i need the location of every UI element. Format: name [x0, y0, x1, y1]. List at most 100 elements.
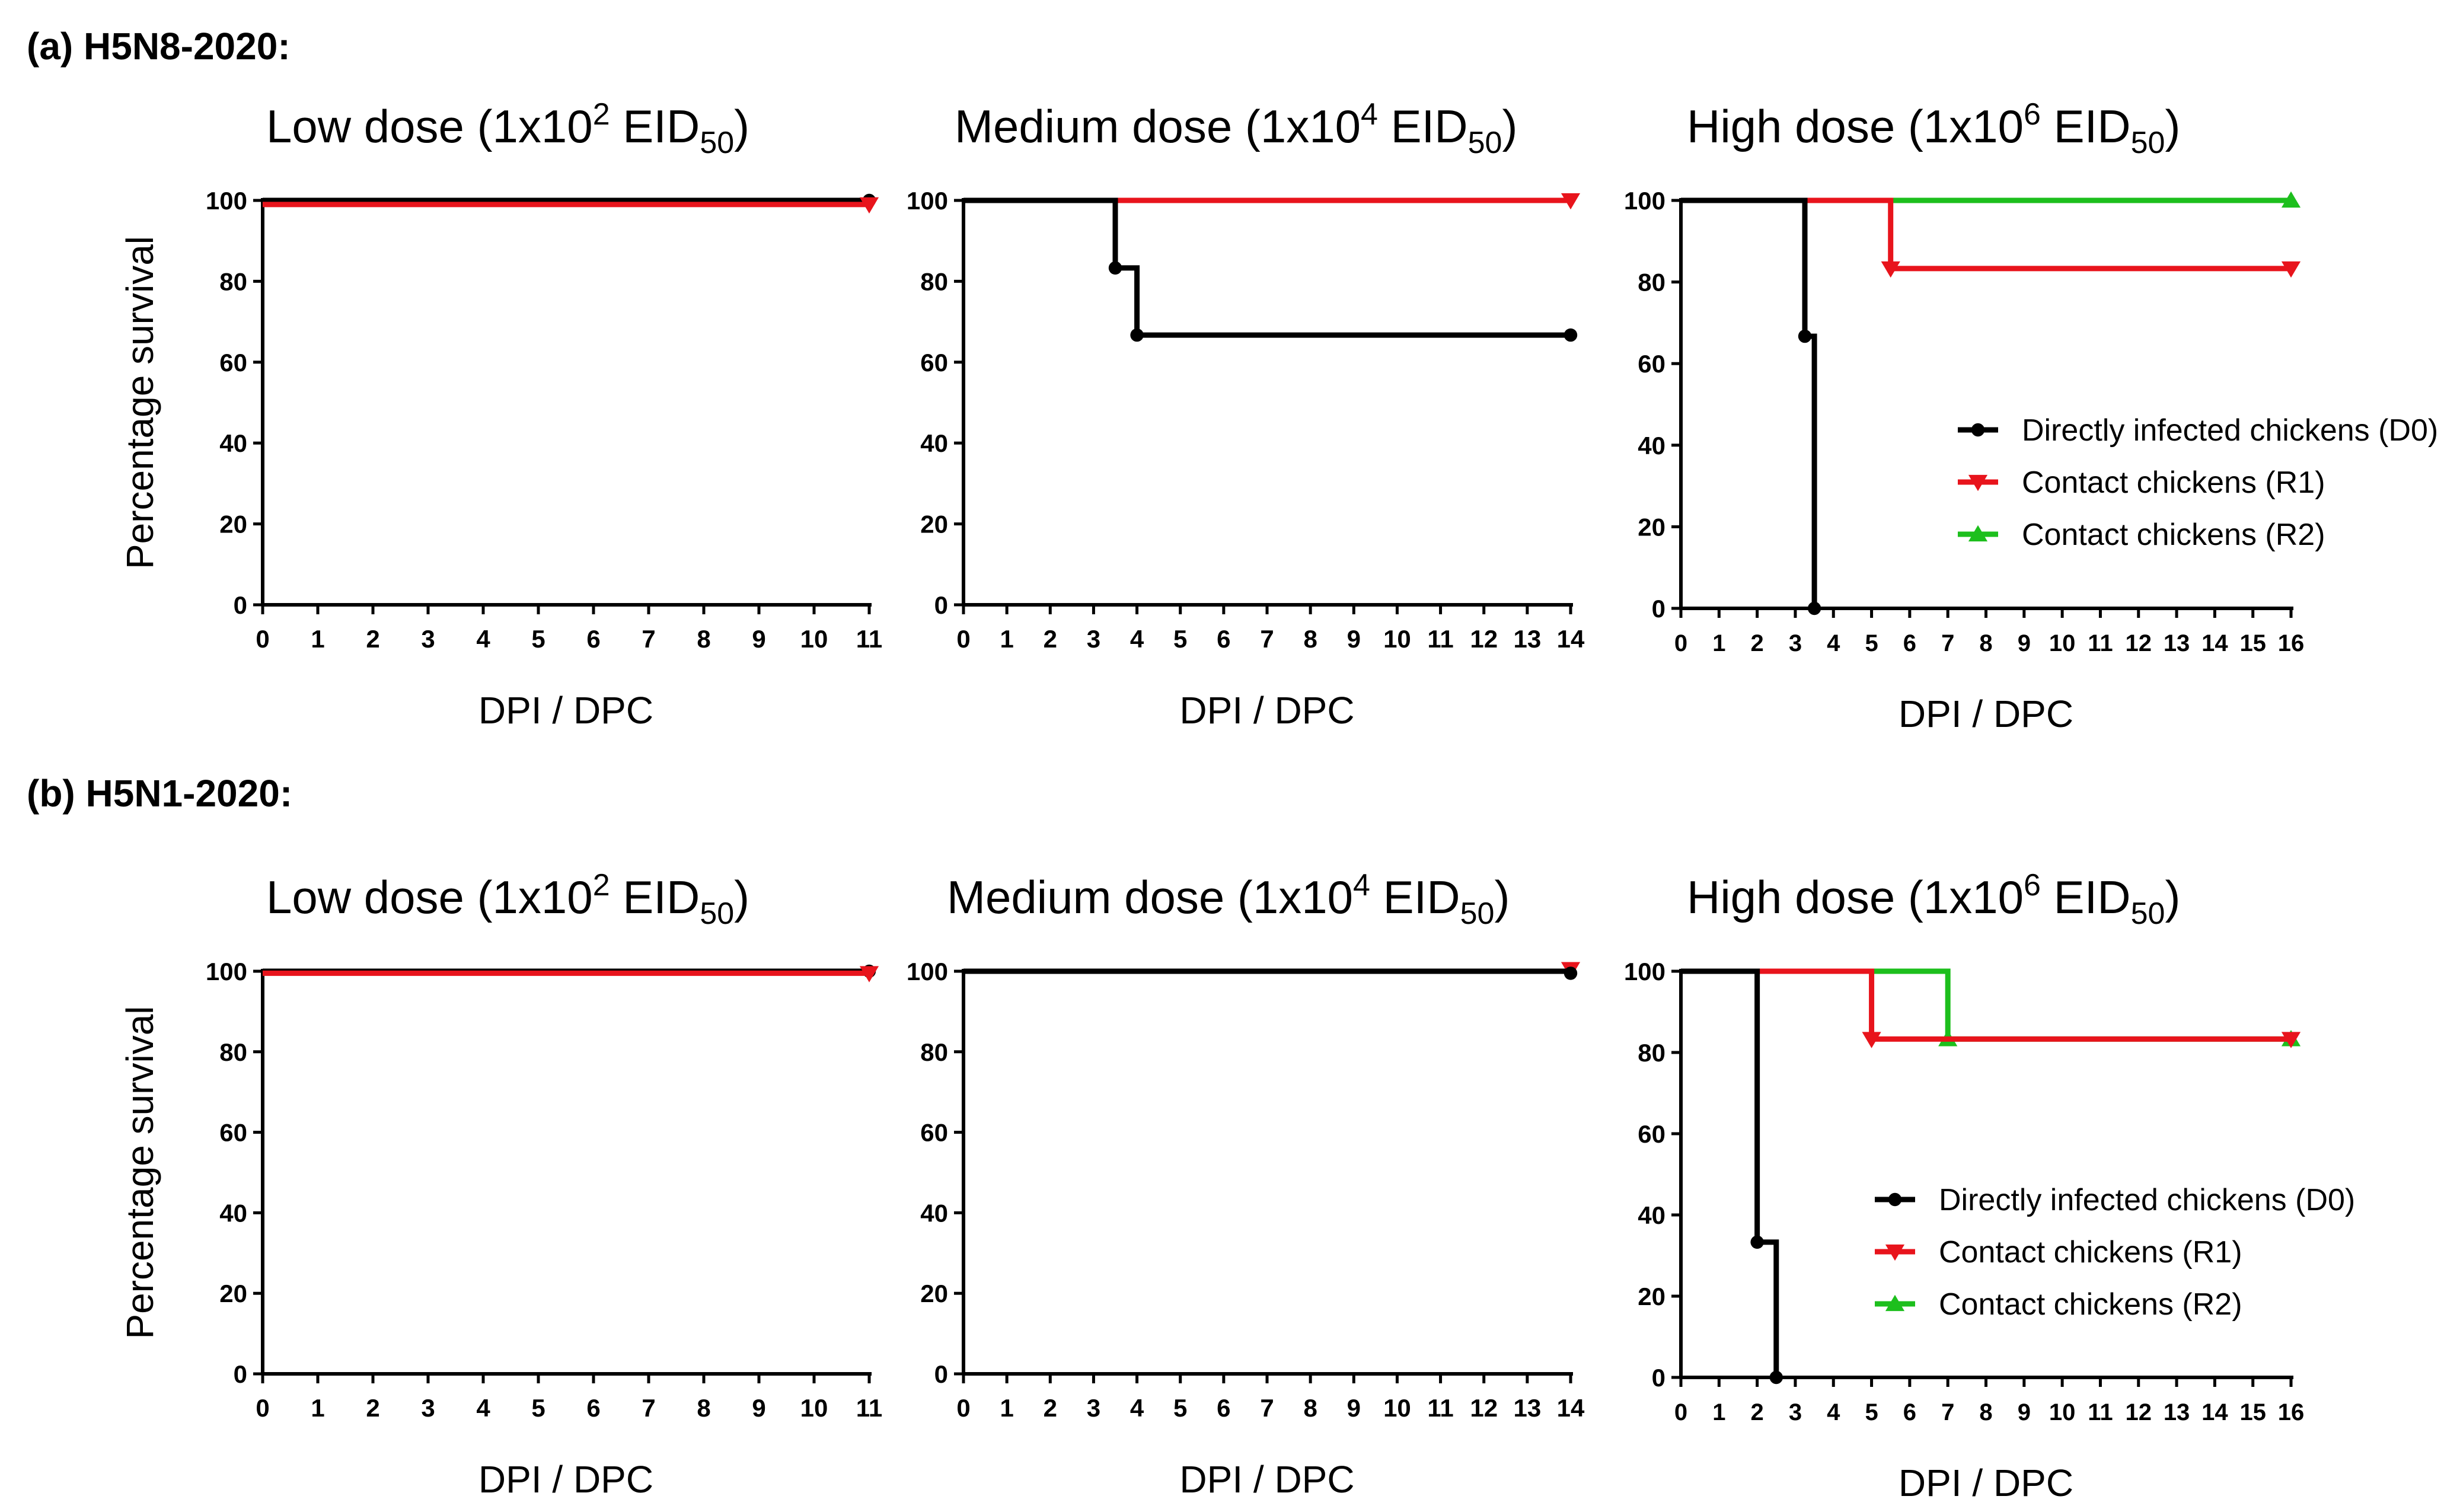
x-tick-label: 16 [2278, 630, 2305, 656]
x-tick-label: 12 [2126, 630, 2152, 656]
y-tick-label: 40 [1638, 1201, 1665, 1229]
chart-title-part: ) [734, 871, 749, 923]
x-tick-label: 9 [1347, 1394, 1361, 1422]
x-tick-label: 0 [956, 625, 970, 653]
y-tick-label: 0 [234, 591, 247, 619]
x-axis-label: DPI / DPC [478, 689, 653, 732]
legend-marker-R1 [1885, 1244, 1905, 1261]
y-tick-label: 80 [219, 267, 247, 295]
x-tick-label: 8 [697, 625, 710, 653]
chart-title-part: 4 [1361, 97, 1378, 132]
y-tick-label: 0 [1652, 1364, 1665, 1392]
chart-title-part: High dose (1x10 [1687, 100, 2024, 152]
y-tick-label: 0 [934, 1360, 948, 1388]
data-point-D0 [1750, 1235, 1764, 1249]
x-tick-label: 14 [2201, 1399, 2228, 1425]
x-axis-label: DPI / DPC [478, 1458, 653, 1501]
data-point-D0 [1564, 966, 1578, 980]
legend-label-R2: Contact chickens (R2) [1939, 1287, 2242, 1322]
x-tick-label: 14 [1557, 1394, 1585, 1422]
x-tick-label: 5 [531, 1394, 545, 1422]
x-tick-label: 1 [311, 625, 324, 653]
series-D0 [1681, 968, 1783, 1385]
x-tick-label: 5 [1173, 1394, 1187, 1422]
x-tick-label: 7 [1941, 1399, 1954, 1425]
x-tick-label: 3 [1087, 625, 1100, 653]
x-tick-label: 16 [2278, 1399, 2305, 1425]
x-tick-label: 1 [311, 1394, 324, 1422]
data-point-R1 [2281, 1032, 2301, 1048]
x-tick-label: 5 [1173, 625, 1187, 653]
x-tick-label: 3 [1789, 630, 1802, 656]
x-tick-label: 9 [2018, 1399, 2031, 1425]
x-tick-label: 7 [1941, 630, 1954, 656]
chart-title-part: High dose (1x10 [1687, 871, 2024, 923]
chart-title: High dose (1x106 EID50) [1687, 97, 2180, 160]
x-tick-label: 8 [1979, 1399, 1992, 1425]
chart-title-part: Low dose (1x10 [266, 871, 593, 923]
x-tick-label: 15 [2239, 630, 2266, 656]
y-tick-label: 40 [920, 1199, 948, 1227]
x-tick-label: 2 [1751, 630, 1764, 656]
chart-title: High dose (1x106 EID50) [1687, 868, 2180, 931]
x-tick-label: 8 [697, 1394, 710, 1422]
chart-title-part: Low dose (1x10 [266, 100, 593, 152]
x-tick-label: 2 [366, 625, 379, 653]
x-tick-label: 12 [2126, 1399, 2152, 1425]
legend-label-D0: Directly infected chickens (D0) [1939, 1183, 2355, 1217]
y-tick-label: 100 [907, 187, 948, 215]
series-R1 [1802, 197, 2301, 278]
x-tick-label: 13 [2164, 1399, 2190, 1425]
x-tick-label: 11 [856, 1394, 882, 1422]
x-tick-label: 10 [2049, 1399, 2076, 1425]
legend-label-R2: Contact chickens (R2) [2022, 518, 2325, 552]
data-point-R1 [1862, 1032, 1881, 1048]
survival-line-R1 [1681, 968, 2291, 1042]
x-axis-label: DPI / DPC [1899, 1462, 2073, 1504]
x-tick-label: 11 [2088, 1399, 2113, 1425]
y-tick-label: 40 [1638, 432, 1665, 460]
x-tick-label: 1 [1000, 1394, 1013, 1422]
x-tick-label: 7 [642, 625, 655, 653]
legend-marker-D0 [1888, 1192, 1902, 1207]
x-tick-label: 4 [1130, 625, 1144, 653]
chart-title-part: 2 [593, 868, 610, 902]
x-tick-label: 3 [1087, 1394, 1100, 1422]
series-D0 [963, 966, 1578, 980]
chart-title-part: 6 [2024, 97, 2041, 132]
x-axis-label: DPI / DPC [1179, 1458, 1354, 1501]
y-tick-label: 20 [219, 1280, 247, 1307]
x-tick-label: 4 [476, 625, 490, 653]
x-tick-label: 11 [856, 625, 882, 653]
panel-label-b: (b) H5N1-2020: [27, 772, 292, 815]
y-tick-label: 0 [234, 1360, 247, 1388]
x-tick-label: 6 [1217, 625, 1230, 653]
x-tick-label: 14 [1557, 625, 1585, 653]
x-tick-label: 5 [1865, 630, 1878, 656]
x-tick-label: 13 [2164, 630, 2190, 656]
x-tick-label: 2 [366, 1394, 379, 1422]
y-axis-label: Percentage survival [119, 1006, 161, 1339]
y-tick-label: 20 [1638, 1283, 1665, 1310]
x-tick-label: 14 [2201, 630, 2228, 656]
x-tick-label: 4 [1827, 630, 1840, 656]
chart-title: Low dose (1x102 EID50) [266, 97, 749, 160]
chart-title-part: ) [2165, 100, 2180, 152]
y-tick-label: 20 [1638, 513, 1665, 541]
x-tick-label: 12 [1470, 1394, 1498, 1422]
y-tick-label: 100 [206, 187, 247, 215]
data-point-R1 [1881, 261, 1900, 278]
x-tick-label: 15 [2239, 1399, 2266, 1425]
x-tick-label: 11 [1427, 1394, 1453, 1422]
survival-line-D0 [963, 197, 1571, 338]
data-point-D0 [1130, 328, 1144, 342]
legend-label-R1: Contact chickens (R1) [2022, 465, 2325, 500]
y-tick-label: 60 [920, 1119, 948, 1147]
chart-title-part: 6 [2024, 868, 2041, 902]
y-tick-label: 80 [1638, 1039, 1665, 1067]
x-tick-label: 0 [1674, 1399, 1687, 1425]
survival-line-R2 [1681, 968, 2291, 1042]
y-tick-label: 0 [934, 591, 948, 619]
